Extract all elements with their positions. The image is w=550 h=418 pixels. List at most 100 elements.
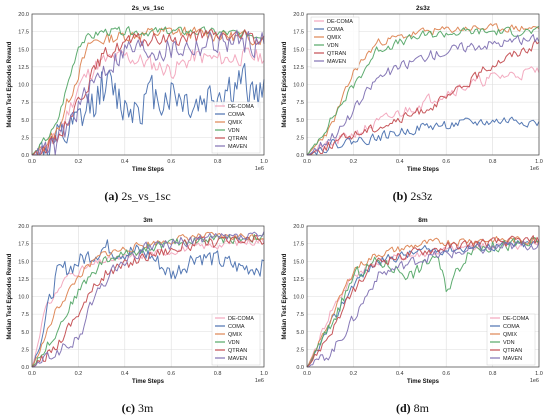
y-tick-label: 17.5 — [18, 242, 29, 248]
y-tick-label: 20.0 — [18, 12, 29, 18]
x-axis-label: Time Steps — [132, 167, 165, 173]
y-tick-label: 5.0 — [296, 330, 304, 336]
x-tick-label: 0.0 — [303, 159, 311, 165]
legend-label: DE-COMA — [228, 316, 254, 322]
legend-label: VDN — [228, 340, 240, 346]
y-tick-label: 12.5 — [18, 65, 29, 71]
x-axis-label: Time Steps — [132, 379, 165, 385]
y-tick-label: 5.0 — [21, 118, 29, 124]
axes-frame — [306, 13, 540, 156]
y-tick-label: 20.0 — [293, 12, 304, 18]
caption-a: (a) 2s_vs_1sc — [0, 189, 275, 204]
series-line-qtran — [306, 39, 540, 156]
y-tick-label: 2.5 — [21, 347, 29, 353]
caption-c: (c) 3m — [0, 401, 275, 416]
x-tick-label: 0.6 — [442, 159, 450, 165]
y-tick-label: 17.5 — [293, 242, 304, 248]
x-tick-label: 0.4 — [396, 159, 404, 165]
x-tick-label: 0.2 — [75, 371, 83, 377]
y-tick-label: 17.5 — [293, 30, 304, 36]
legend-label: QTRAN — [327, 51, 346, 57]
x-tick-label: 0.8 — [489, 159, 497, 165]
x-tick-label: 0.8 — [214, 371, 222, 377]
chart-panel: 0.0 2.5 5.0 7.5 10.0 12.5 15.0 17.5 20.0 0.0 0.2 0.… — [282, 5, 543, 173]
legend-box — [486, 313, 536, 366]
y-tick-label: 7.5 — [296, 100, 304, 106]
y-tick-label: 15.0 — [293, 47, 304, 53]
x-tick-label: 0.0 — [28, 159, 36, 165]
legend-label: COMA — [228, 324, 245, 330]
legend-box — [211, 101, 261, 154]
x-axis-label: Time Steps — [407, 379, 440, 385]
x-tick-label: 1.0 — [260, 159, 268, 165]
series-line-vdn — [306, 26, 540, 156]
x-tick-label: 0.4 — [121, 159, 129, 165]
x-tick-label: 1.0 — [535, 159, 543, 165]
legend-label: QMIX — [228, 332, 242, 338]
chart-panel: 0.0 2.5 5.0 7.5 10.0 12.5 15.0 17.5 20.0 0.0 0.2 0.… — [282, 217, 543, 385]
y-tick-label: 0.0 — [296, 365, 304, 371]
series-line-vdn — [31, 26, 265, 156]
y-tick-label: 17.5 — [18, 30, 29, 36]
series-line-qmix — [306, 23, 540, 156]
chart-title: 8m — [418, 217, 428, 224]
x-tick-label: 1.0 — [260, 371, 268, 377]
y-tick-label: 5.0 — [296, 118, 304, 124]
chart-panel: 0.0 2.5 5.0 7.5 10.0 12.5 15.0 17.5 20.0 0.0 0.2 0.… — [7, 5, 268, 173]
series-line-qtran — [31, 234, 265, 368]
y-tick-label: 2.5 — [296, 347, 304, 353]
x-tick-label: 1.0 — [535, 371, 543, 377]
legend-box — [211, 313, 261, 366]
x-tick-label: 0.4 — [396, 371, 404, 377]
caption-b-letter: (b) — [392, 189, 408, 203]
y-tick-label: 15.0 — [18, 259, 29, 265]
y-tick-label: 10.0 — [18, 295, 29, 301]
series-line-de-coma — [306, 66, 540, 156]
y-tick-label: 0.0 — [21, 153, 29, 159]
y-tick-label: 7.5 — [296, 312, 304, 318]
x-tick-label: 0.0 — [303, 371, 311, 377]
y-tick-label: 0.0 — [296, 153, 304, 159]
x-tick-label: 0.2 — [75, 159, 83, 165]
y-tick-label: 20.0 — [293, 224, 304, 230]
y-axis-label: Median Test Episodes Reward — [7, 253, 13, 339]
y-tick-label: 10.0 — [293, 295, 304, 301]
axes-frame — [31, 13, 265, 156]
legend-box — [310, 16, 360, 69]
legend-label: VDN — [327, 43, 339, 49]
legend-label: QMIX — [327, 35, 341, 41]
y-tick-label: 2.5 — [21, 135, 29, 141]
series-line-maven — [306, 240, 540, 368]
y-tick-label: 10.0 — [293, 83, 304, 89]
legend-label: QMIX — [503, 332, 517, 338]
caption-d-text: 8m — [413, 401, 429, 415]
legend-label: DE-COMA — [503, 316, 529, 322]
x-multiplier: 1e6 — [255, 166, 264, 172]
legend-label: COMA — [228, 112, 245, 118]
chart-panel: 0.0 2.5 5.0 7.5 10.0 12.5 15.0 17.5 20.0 0.0 0.2 0.… — [7, 217, 268, 385]
y-tick-label: 5.0 — [21, 330, 29, 336]
caption-b-text: 2s3z — [410, 189, 433, 203]
legend-label: MAVEN — [327, 59, 346, 65]
x-axis-label: Time Steps — [407, 167, 440, 173]
x-multiplier: 1e6 — [255, 378, 264, 384]
series-line-maven — [306, 34, 540, 156]
x-tick-label: 0.4 — [121, 371, 129, 377]
y-axis-label: Median Test Episodes Reward — [282, 41, 288, 127]
series-line-qtran — [306, 235, 540, 368]
x-tick-label: 0.8 — [214, 159, 222, 165]
x-tick-label: 0.6 — [167, 159, 175, 165]
series-line-coma — [307, 116, 540, 156]
series-line-maven — [32, 29, 265, 156]
series-line-coma — [31, 239, 265, 368]
y-axis-label: Median Test Episodes Reward — [7, 41, 13, 127]
legend-label: VDN — [503, 340, 515, 346]
series-line-coma — [306, 240, 540, 368]
series-line-de-coma — [31, 47, 265, 156]
series-line-coma — [32, 63, 265, 156]
chart-title: 2s_vs_1sc — [132, 5, 165, 12]
y-tick-label: 12.5 — [293, 65, 304, 71]
series-line-maven — [31, 231, 265, 368]
x-tick-label: 0.6 — [442, 371, 450, 377]
legend-label: DE-COMA — [228, 104, 254, 110]
